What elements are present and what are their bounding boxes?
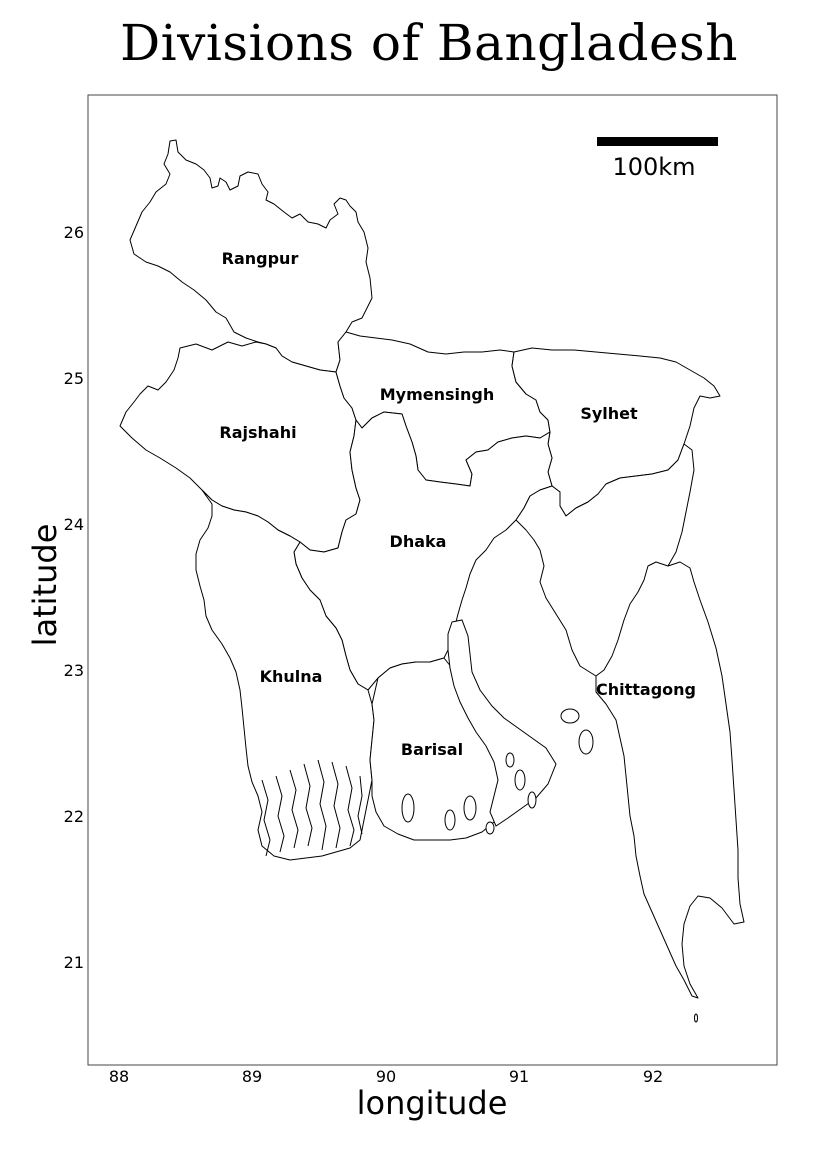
region-dhaka[interactable] bbox=[293, 411, 553, 691]
label-barisal: Barisal bbox=[401, 740, 463, 759]
label-rangpur: Rangpur bbox=[222, 249, 299, 268]
sundarbans-channels bbox=[261, 759, 363, 857]
region-chittagong[interactable] bbox=[515, 443, 745, 999]
label-sylhet: Sylhet bbox=[580, 404, 638, 423]
y-tick-24: 24 bbox=[64, 515, 84, 534]
y-tick-23: 23 bbox=[64, 661, 84, 680]
island-7 bbox=[444, 809, 456, 831]
island-4 bbox=[527, 791, 537, 809]
island-1 bbox=[560, 708, 580, 724]
region-rangpur[interactable] bbox=[129, 139, 373, 373]
island-10 bbox=[694, 1013, 698, 1023]
island-5 bbox=[505, 752, 515, 768]
x-axis-label: longitude bbox=[357, 1084, 508, 1122]
y-axis-label: latitude bbox=[26, 524, 64, 647]
island-8 bbox=[485, 821, 495, 835]
x-tick-92: 92 bbox=[643, 1067, 663, 1086]
scale-bar bbox=[597, 137, 718, 146]
y-tick-25: 25 bbox=[64, 369, 84, 388]
x-tick-89: 89 bbox=[242, 1067, 262, 1086]
region-khulna[interactable] bbox=[195, 489, 375, 861]
plot-frame bbox=[87, 94, 778, 1066]
map-title: Divisions of Bangladesh bbox=[120, 14, 738, 72]
scale-bar-label: 100km bbox=[612, 153, 695, 181]
label-dhaka: Dhaka bbox=[390, 532, 447, 551]
y-tick-26: 26 bbox=[64, 223, 84, 242]
estuary-water bbox=[447, 619, 557, 827]
x-tick-90: 90 bbox=[376, 1067, 396, 1086]
x-tick-91: 91 bbox=[509, 1067, 529, 1086]
label-rajshahi: Rajshahi bbox=[219, 423, 296, 442]
x-tick-88: 88 bbox=[109, 1067, 129, 1086]
label-mymensingh: Mymensingh bbox=[380, 385, 495, 404]
y-tick-22: 22 bbox=[64, 807, 84, 826]
island-9 bbox=[401, 793, 415, 823]
label-khulna: Khulna bbox=[260, 667, 323, 686]
island-3 bbox=[514, 769, 526, 791]
y-tick-21: 21 bbox=[64, 953, 84, 972]
island-2 bbox=[578, 729, 594, 755]
island-6 bbox=[463, 795, 477, 821]
label-chittagong: Chittagong bbox=[596, 680, 696, 699]
